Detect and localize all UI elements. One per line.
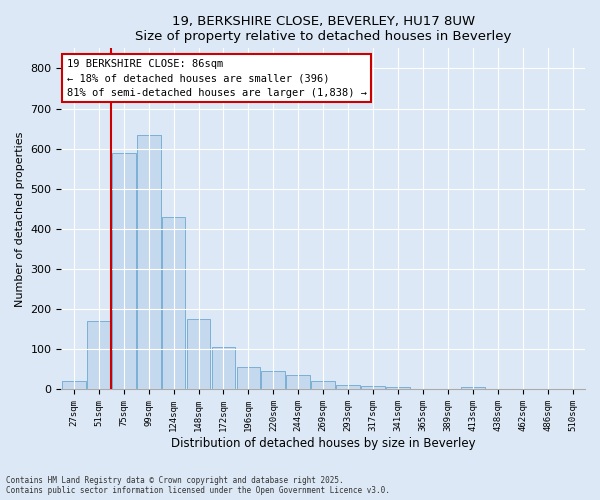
Bar xyxy=(361,386,385,390)
Bar xyxy=(137,134,161,390)
Bar xyxy=(212,348,235,390)
Bar xyxy=(286,376,310,390)
Bar xyxy=(262,372,285,390)
Bar xyxy=(162,217,185,390)
Text: Contains HM Land Registry data © Crown copyright and database right 2025.
Contai: Contains HM Land Registry data © Crown c… xyxy=(6,476,390,495)
Bar xyxy=(461,388,485,390)
Bar xyxy=(62,382,86,390)
Bar xyxy=(336,386,360,390)
Title: 19, BERKSHIRE CLOSE, BEVERLEY, HU17 8UW
Size of property relative to detached ho: 19, BERKSHIRE CLOSE, BEVERLEY, HU17 8UW … xyxy=(135,15,511,43)
Bar xyxy=(386,388,410,390)
Bar xyxy=(187,319,211,390)
X-axis label: Distribution of detached houses by size in Beverley: Distribution of detached houses by size … xyxy=(171,437,476,450)
Bar xyxy=(311,382,335,390)
Y-axis label: Number of detached properties: Number of detached properties xyxy=(15,131,25,306)
Bar xyxy=(112,152,136,390)
Text: 19 BERKSHIRE CLOSE: 86sqm
← 18% of detached houses are smaller (396)
81% of semi: 19 BERKSHIRE CLOSE: 86sqm ← 18% of detac… xyxy=(67,58,367,98)
Bar xyxy=(236,368,260,390)
Bar xyxy=(87,321,110,390)
